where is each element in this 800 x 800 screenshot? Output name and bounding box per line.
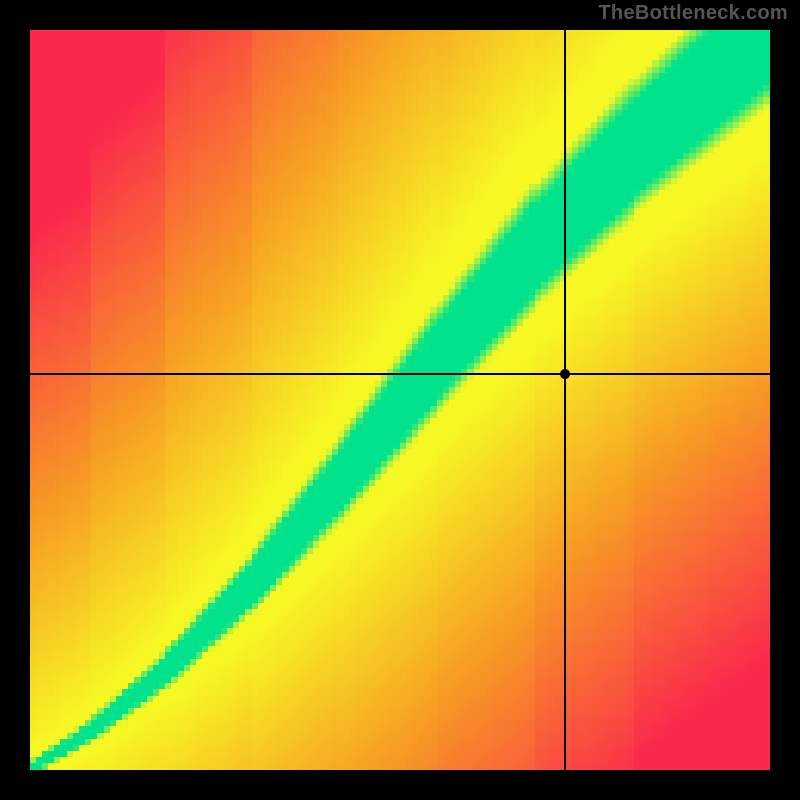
chart-container: TheBottleneck.com [0, 0, 800, 800]
watermark-text: TheBottleneck.com [598, 2, 788, 25]
heatmap-plot [30, 30, 770, 770]
heatmap-canvas [30, 30, 770, 770]
